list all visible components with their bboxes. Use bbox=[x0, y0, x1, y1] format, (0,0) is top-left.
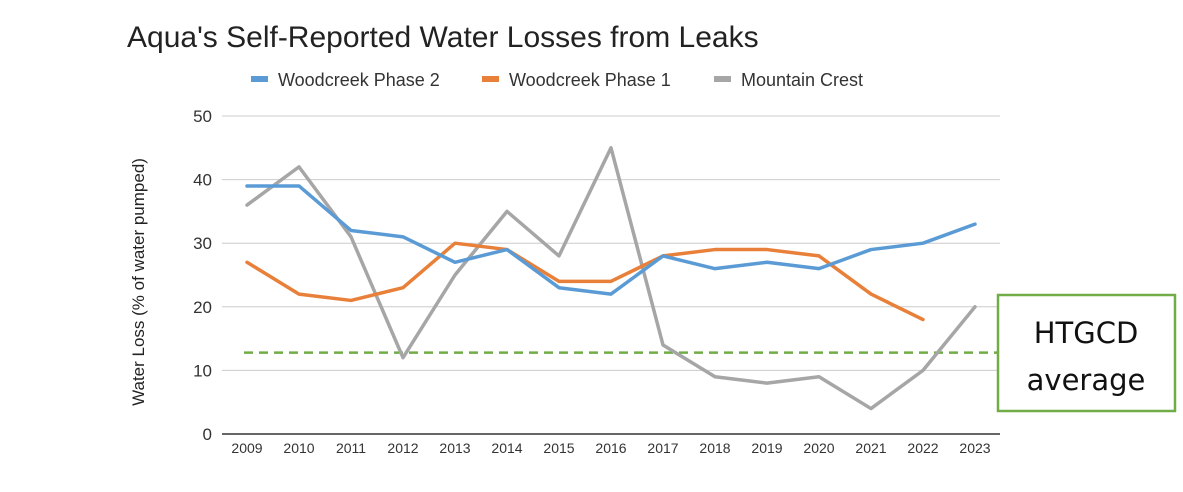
y-tick-label: 50 bbox=[193, 107, 212, 126]
y-axis-label: Water Loss (% of water pumped) bbox=[129, 158, 148, 406]
x-tick-label: 2023 bbox=[959, 440, 990, 456]
legend-swatch bbox=[251, 76, 268, 82]
x-tick-label: 2019 bbox=[751, 440, 782, 456]
y-tick-label: 10 bbox=[193, 361, 212, 380]
series-line-woodcreek-phase-2 bbox=[245, 184, 977, 296]
y-tick-label: 20 bbox=[193, 298, 212, 317]
x-tick-label: 2021 bbox=[855, 440, 886, 456]
y-tick-label: 0 bbox=[203, 425, 212, 444]
x-tick-label: 2011 bbox=[336, 440, 366, 456]
x-tick-label: 2017 bbox=[647, 440, 678, 456]
legend-label: Mountain Crest bbox=[741, 70, 863, 90]
series-line-mountain-crest bbox=[245, 146, 977, 411]
x-tick-label: 2016 bbox=[595, 440, 626, 456]
y-tick-label: 30 bbox=[193, 234, 212, 253]
x-tick-label: 2015 bbox=[543, 440, 574, 456]
x-tick-label: 2013 bbox=[439, 440, 470, 456]
y-tick-label: 40 bbox=[193, 171, 212, 190]
x-axis-ticks: 2009 2010 2011 2012 2013 2014 2015 2016 2017 2018… bbox=[231, 440, 990, 456]
x-tick-label: 2012 bbox=[387, 440, 418, 456]
annotation-box: HTGCD average bbox=[996, 293, 1177, 413]
x-tick-label: 2014 bbox=[491, 440, 522, 456]
series-line-woodcreek-phase-1 bbox=[245, 241, 925, 322]
legend-label: Woodcreek Phase 2 bbox=[278, 70, 440, 90]
annotation-line-1: HTGCD bbox=[1034, 316, 1139, 350]
gridlines bbox=[222, 115, 1000, 435]
legend-item: Woodcreek Phase 2 bbox=[251, 70, 440, 90]
annotation-border bbox=[996, 293, 1177, 413]
legend-swatch bbox=[482, 76, 499, 82]
annotation-line-2: average bbox=[1027, 363, 1146, 397]
x-tick-label: 2018 bbox=[699, 440, 730, 456]
x-tick-label: 2010 bbox=[283, 440, 314, 456]
legend-item: Mountain Crest bbox=[714, 70, 863, 90]
series-lines bbox=[245, 146, 977, 411]
x-tick-label: 2009 bbox=[231, 440, 262, 456]
x-tick-label: 2022 bbox=[907, 440, 938, 456]
x-tick-label: 2020 bbox=[803, 440, 834, 456]
legend: Woodcreek Phase 2 Woodcreek Phase 1 Mounta… bbox=[251, 70, 863, 90]
chart-title: Aqua's Self-Reported Water Losses from L… bbox=[127, 21, 759, 54]
legend-label: Woodcreek Phase 1 bbox=[509, 70, 671, 90]
legend-item: Woodcreek Phase 1 bbox=[482, 70, 671, 90]
y-axis-ticks: 0 10 20 30 40 50 bbox=[193, 107, 212, 444]
legend-swatch bbox=[714, 76, 731, 82]
